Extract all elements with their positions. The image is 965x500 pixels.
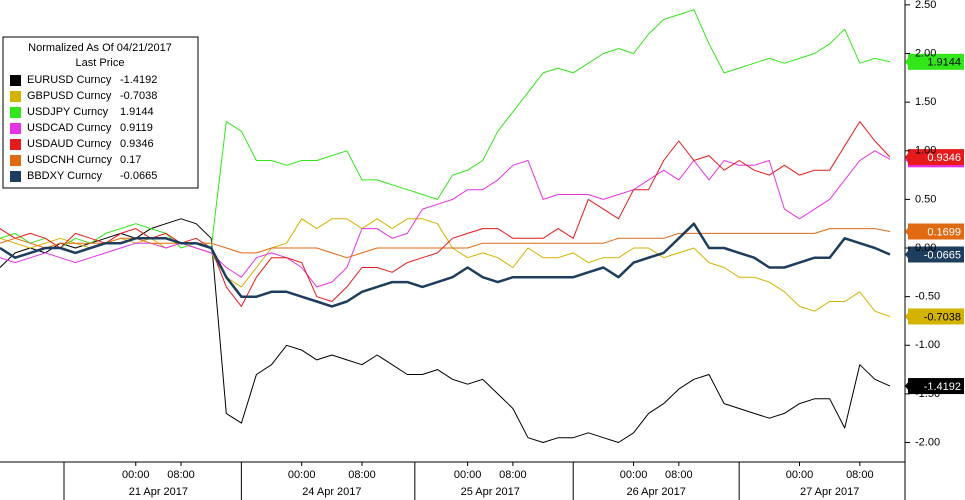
last-value-label: -0.7038 xyxy=(924,311,961,323)
y-tick-label: 2.50 xyxy=(915,0,936,11)
legend-swatch xyxy=(10,171,21,182)
legend: Normalized As Of 04/21/2017 Last Price E… xyxy=(2,36,199,189)
legend-value: -0.0665 xyxy=(120,170,157,182)
legend-swatch xyxy=(10,91,21,102)
series-line xyxy=(0,228,891,259)
x-date-label: 27 Apr 2017 xyxy=(800,486,859,498)
legend-label: USDCNH Curncy xyxy=(27,154,112,166)
y-tick-label: -1.00 xyxy=(915,339,940,351)
legend-swatch xyxy=(10,139,21,150)
y-tick-label: 1.50 xyxy=(915,96,936,108)
y-tick-label: -2.00 xyxy=(915,436,940,448)
y-tick-label: 0.50 xyxy=(915,193,936,205)
y-tick-label: -0.50 xyxy=(915,291,940,303)
last-value-flag xyxy=(908,53,964,70)
series-line xyxy=(0,150,891,288)
x-tick-label: 08:00 xyxy=(499,469,527,481)
y-tick-label: 0.00 xyxy=(915,242,936,254)
last-value-label: -1.4192 xyxy=(924,381,961,393)
last-value-flag xyxy=(908,223,964,240)
series-line xyxy=(0,218,891,443)
legend-box xyxy=(2,36,199,189)
x-date-label: 26 Apr 2017 xyxy=(627,486,686,498)
last-value-label: -0.0665 xyxy=(924,249,961,261)
x-tick-label: 00:00 xyxy=(122,469,150,481)
legend-title: Normalized As Of 04/21/2017 xyxy=(28,42,172,54)
last-value-flag xyxy=(908,378,964,395)
legend-subtitle: Last Price xyxy=(76,57,125,69)
last-value-pointer xyxy=(905,152,909,163)
last-value-pointer xyxy=(905,56,909,67)
x-tick-label: 08:00 xyxy=(167,469,195,481)
y-tick-label: -1.50 xyxy=(915,388,940,400)
x-tick-label: 00:00 xyxy=(786,469,814,481)
legend-label: BBDXY Curncy xyxy=(27,170,102,182)
legend-swatch xyxy=(10,155,21,166)
legend-label: USDAUD Curncy xyxy=(27,138,112,150)
x-date-label: 24 Apr 2017 xyxy=(302,486,361,498)
last-value-label: 0.9346 xyxy=(927,152,961,164)
legend-label: USDCAD Curncy xyxy=(27,122,112,134)
y-tick-label: 2.00 xyxy=(915,47,936,59)
last-value-flag xyxy=(908,308,964,325)
last-value-label: 1.9144 xyxy=(927,57,961,69)
x-tick-label: 08:00 xyxy=(348,469,376,481)
last-value-pointer xyxy=(905,311,909,322)
x-tick-label: 00:00 xyxy=(454,469,482,481)
plot-area xyxy=(0,9,891,443)
y-tick-label: 1.00 xyxy=(915,145,936,157)
last-value-pointer xyxy=(905,381,909,392)
last-value-flags: -1.4192-0.70381.91440.91190.93460.1699-0… xyxy=(905,53,964,395)
legend-swatch xyxy=(10,75,21,86)
last-value-label: 0.1699 xyxy=(927,226,961,238)
x-tick-label: 08:00 xyxy=(665,469,693,481)
legend-label: GBPUSD Curncy xyxy=(27,90,112,102)
last-value-pointer xyxy=(905,249,909,260)
legend-value: 0.17 xyxy=(120,154,141,166)
x-date-label: 25 Apr 2017 xyxy=(461,486,520,498)
series-line xyxy=(0,121,891,307)
legend-value: 0.9346 xyxy=(120,138,154,150)
x-tick-label: 08:00 xyxy=(846,469,874,481)
series-line xyxy=(0,9,891,249)
legend-swatch xyxy=(10,123,21,134)
series-line xyxy=(0,222,891,308)
x-date-label: 21 Apr 2017 xyxy=(129,486,188,498)
legend-value: 0.9119 xyxy=(120,122,153,134)
x-tick-label: 00:00 xyxy=(620,469,648,481)
last-value-flag xyxy=(908,246,964,263)
legend-value: -0.7038 xyxy=(120,90,157,102)
legend-value: -1.4192 xyxy=(120,74,157,86)
legend-value: 1.9144 xyxy=(120,106,154,118)
last-value-flag xyxy=(908,149,964,166)
legend-swatch xyxy=(10,107,21,118)
legend-label: EURUSD Curncy xyxy=(27,74,112,86)
x-tick-label: 00:00 xyxy=(288,469,316,481)
last-value-pointer xyxy=(905,226,909,237)
legend-label: USDJPY Curncy xyxy=(27,106,109,118)
